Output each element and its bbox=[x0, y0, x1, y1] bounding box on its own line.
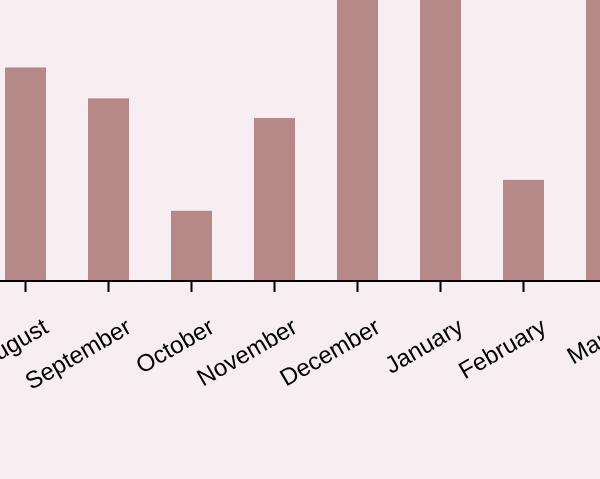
x-tick-label-january: January bbox=[380, 313, 467, 379]
x-ticks-group bbox=[24, 281, 525, 292]
bar-september bbox=[88, 98, 129, 281]
bar-november bbox=[254, 118, 295, 282]
bar-december bbox=[337, 0, 378, 281]
bar-august bbox=[5, 67, 46, 281]
x-tick-label-march: March bbox=[563, 313, 600, 370]
bar-february bbox=[503, 179, 544, 281]
x-tick-label-february: February bbox=[454, 313, 551, 384]
bar-october bbox=[171, 210, 212, 281]
bar-january bbox=[420, 0, 461, 281]
x-tick-labels-group: AugustSeptemberOctoberNovemberDecemberJa… bbox=[0, 313, 600, 395]
bars-group bbox=[5, 0, 600, 282]
bar-march bbox=[586, 0, 600, 281]
